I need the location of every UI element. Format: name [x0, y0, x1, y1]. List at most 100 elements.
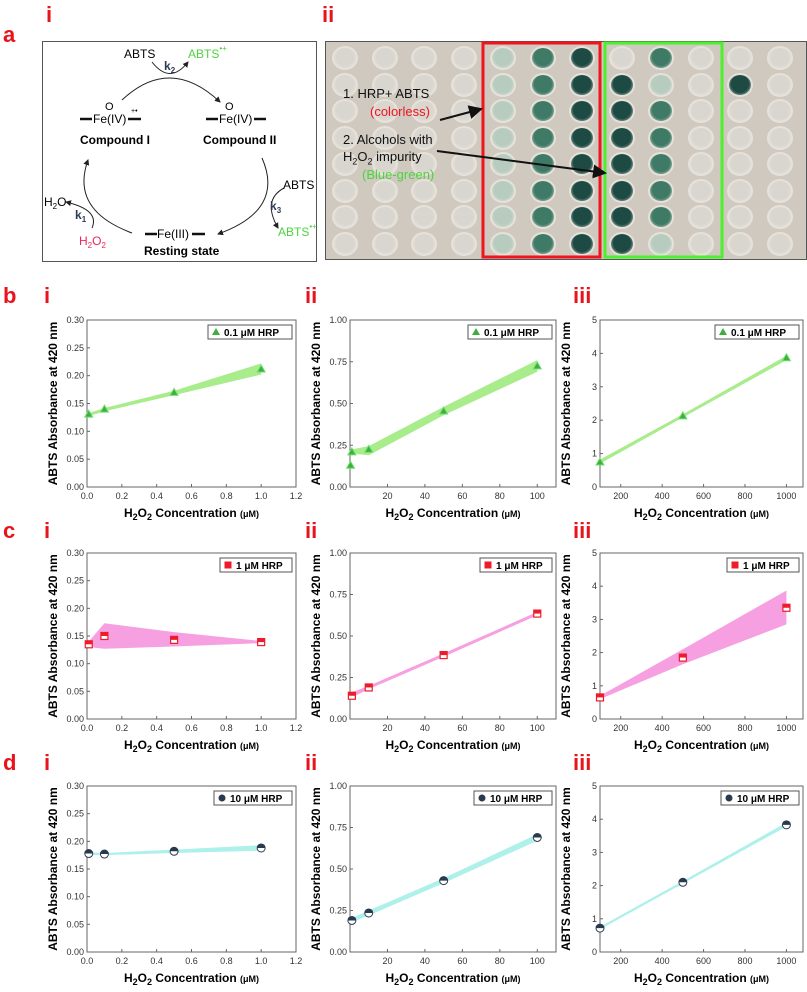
well — [608, 99, 635, 123]
chart-d-ii: 0.00 0.25 0.50 0.75 1.00 20 40 60 80 100 10 μM HRP… — [309, 781, 557, 987]
x-tick-label: 800 — [737, 491, 752, 501]
y-tick-label: 4 — [592, 581, 597, 591]
legend-box — [726, 557, 800, 573]
well — [411, 72, 437, 97]
legend-marker — [472, 328, 480, 335]
legend-box — [207, 324, 293, 340]
compound2-oxo: O — [225, 101, 234, 113]
y-axis-label: ABTS Absorbance at 420 nm — [559, 787, 573, 951]
data-point — [532, 360, 543, 370]
panel-a-sub-ii: ii — [322, 2, 335, 27]
chart-b-iii: 0 1 2 3 4 5 200 400 600 800 1000 0.1 μM HRP ABTS Abs… — [559, 315, 804, 522]
well — [450, 231, 477, 256]
panel-b-label: b — [3, 283, 17, 308]
catalytic-cycle-diagram — [42, 41, 317, 262]
well — [569, 231, 595, 256]
well — [371, 205, 398, 229]
data-point — [595, 456, 605, 466]
y-tick-label: 0.30 — [66, 548, 84, 558]
well — [529, 205, 556, 229]
y-tick-label: 0.75 — [329, 357, 347, 367]
data-point-fill — [782, 604, 790, 608]
well — [727, 125, 753, 150]
legend-label: 10 μM HRP — [737, 794, 790, 805]
data-point-fill — [440, 651, 448, 656]
well — [371, 46, 398, 70]
well — [332, 125, 358, 150]
y-tick-label: 0.05 — [66, 686, 84, 696]
x-tick-label: 40 — [420, 956, 430, 966]
y-axis-label: ABTS Absorbance at 420 nm — [46, 322, 60, 486]
chart-c-ii: 0.00 0.25 0.50 0.75 1.00 20 40 60 80 100 1 μM HRP A… — [309, 548, 557, 754]
d-sub-iii: iii — [573, 750, 592, 775]
photo-label-2: 2. Alcohols with — [343, 132, 433, 147]
x-tick-label: 1000 — [776, 491, 796, 501]
data-point-fill — [257, 843, 266, 848]
y-axis-label: ABTS Absorbance at 420 nm — [46, 554, 60, 718]
data-point-fill — [84, 849, 93, 854]
well — [648, 99, 674, 123]
well — [450, 178, 477, 203]
well — [529, 46, 556, 70]
b-sub-ii: ii — [305, 283, 318, 308]
well — [411, 231, 437, 256]
well — [766, 72, 793, 97]
well — [371, 72, 398, 97]
well — [490, 72, 516, 97]
legend-marker — [224, 561, 232, 569]
abts-radical-right: ABTS•+ — [278, 222, 317, 239]
legend-box — [219, 557, 293, 573]
x-tick-label: 800 — [737, 723, 752, 733]
well — [766, 178, 793, 203]
well — [687, 125, 714, 150]
well — [569, 72, 595, 97]
legend-label: 1 μM HRP — [496, 561, 543, 572]
x-tick-label: 0.8 — [220, 491, 233, 501]
well — [490, 178, 516, 203]
y-tick-label: 2 — [592, 881, 597, 891]
data-point — [781, 352, 792, 362]
y-tick-label: 0.50 — [329, 399, 347, 409]
y-tick-label: 0.30 — [66, 315, 84, 325]
x-axis-label: H2O2 Concentration (μM) — [634, 971, 769, 987]
well — [332, 152, 358, 176]
compound1-fe: Fe(IV) — [93, 112, 126, 126]
well — [648, 152, 674, 176]
k1-label: k1 — [75, 208, 87, 224]
legend-label: 10 μM HRP — [230, 794, 283, 805]
photo-label-1-note: (colorless) — [370, 104, 430, 119]
well — [687, 231, 714, 256]
x-tick-label: 0.6 — [185, 956, 198, 966]
x-tick-label: 60 — [457, 956, 467, 966]
y-tick-label: 0.10 — [66, 659, 84, 669]
y-tick-label: 0.25 — [66, 343, 84, 353]
chart-d-i: 0.00 0.05 0.10 0.15 0.20 0.25 0.30 0.0 0.2 0.4 0.6… — [46, 781, 302, 987]
well — [766, 125, 793, 150]
y-tick-label: 5 — [592, 781, 597, 791]
resting-label: Resting state — [144, 244, 220, 258]
x-tick-label: 0.4 — [150, 723, 163, 733]
well — [569, 46, 595, 70]
y-axis-label: ABTS Absorbance at 420 nm — [46, 787, 60, 951]
well — [727, 205, 753, 229]
well — [727, 46, 753, 70]
well — [411, 99, 437, 123]
panel-a-sub-i: i — [46, 2, 53, 27]
y-tick-label: 3 — [592, 382, 597, 392]
confidence-band — [600, 822, 787, 930]
y-tick-label: 0.50 — [329, 631, 347, 641]
well — [608, 72, 635, 97]
arrow-2 — [436, 150, 607, 179]
well — [332, 205, 358, 229]
x-axis-label: H2O2 Concentration (μM) — [385, 506, 520, 522]
legend-label: 0.1 μM HRP — [224, 328, 279, 339]
well — [490, 205, 516, 229]
x-tick-label: 0.0 — [81, 956, 94, 966]
y-tick-label: 3 — [592, 614, 597, 624]
y-tick-label: 1.00 — [329, 781, 347, 791]
x-tick-label: 0.4 — [150, 491, 163, 501]
plot-frame — [599, 552, 804, 720]
well — [529, 125, 556, 150]
abts-radical-top: ABTS•+ — [188, 44, 227, 61]
x-tick-label: 1000 — [776, 723, 796, 733]
